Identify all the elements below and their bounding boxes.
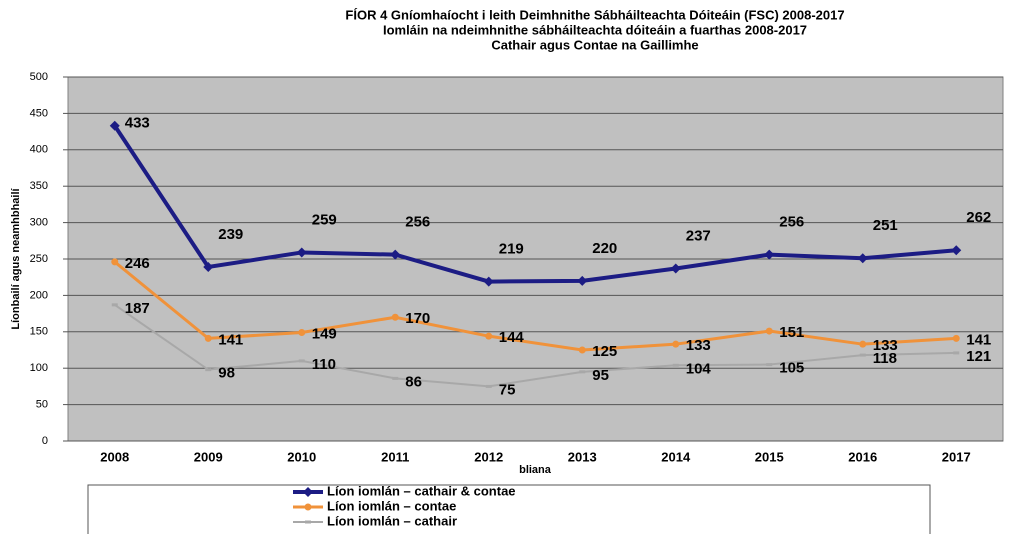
x-tick-label: 2008	[100, 449, 129, 464]
marker	[111, 258, 119, 266]
marker	[298, 329, 306, 337]
chart-subtitle: Iomláin na ndeimhnithe sábháilteachta dó…	[383, 22, 807, 37]
marker	[670, 263, 681, 274]
marker	[485, 384, 492, 388]
marker	[303, 487, 313, 497]
marker	[204, 334, 212, 342]
data-label: 141	[218, 331, 243, 348]
x-tick-label: 2015	[755, 449, 784, 464]
y-tick-label: 0	[42, 435, 48, 447]
y-axis-label: Líonbailí agus neamhbhailí	[10, 187, 22, 329]
y-tick-label: 300	[30, 217, 48, 229]
data-label: 149	[312, 325, 337, 342]
data-label: 125	[592, 343, 617, 360]
data-label: 118	[873, 350, 897, 367]
marker	[392, 376, 399, 380]
data-label: 170	[405, 310, 430, 327]
legend-label: Líon iomlán – cathair	[327, 513, 457, 528]
marker	[859, 353, 866, 357]
data-label: 187	[125, 300, 150, 317]
data-label: 75	[499, 381, 516, 398]
legend-label: Líon iomlán – cathair & contae	[327, 483, 516, 498]
data-label: 133	[686, 337, 711, 354]
marker	[298, 359, 305, 363]
marker	[390, 249, 401, 260]
series-line	[113, 124, 957, 284]
marker	[764, 249, 775, 260]
data-label: 121	[966, 348, 991, 365]
marker	[859, 340, 867, 348]
marker	[578, 346, 586, 354]
y-tick-label: 200	[30, 289, 48, 301]
data-label: 98	[218, 365, 235, 382]
y-tick-label: 500	[30, 71, 48, 83]
marker	[765, 327, 773, 335]
series-line	[113, 260, 957, 352]
y-tick-label: 250	[30, 253, 48, 265]
marker	[305, 520, 311, 524]
marker	[296, 247, 307, 258]
data-label: 141	[966, 331, 991, 348]
series-line	[114, 304, 957, 388]
data-label: 144	[499, 329, 525, 346]
marker	[304, 503, 312, 511]
y-tick-label: 350	[30, 180, 48, 192]
data-label: 256	[405, 214, 430, 231]
y-tick-label: 100	[30, 362, 48, 374]
marker	[953, 351, 960, 355]
marker	[109, 120, 120, 131]
x-tick-label: 2014	[661, 449, 691, 464]
data-label: 433	[125, 115, 150, 132]
data-label: 220	[592, 240, 617, 257]
y-tick-label: 50	[36, 399, 48, 411]
marker	[203, 262, 214, 273]
marker	[577, 275, 588, 286]
chart-subtitle: Cathair agus Contae na Gaillimhe	[491, 37, 698, 52]
data-label: 104	[686, 360, 712, 377]
marker	[766, 363, 773, 367]
data-label: 246	[125, 255, 150, 272]
data-label: 133	[873, 337, 898, 354]
marker	[205, 368, 212, 372]
y-tick-label: 400	[30, 144, 48, 156]
x-tick-label: 2011	[381, 449, 409, 464]
data-label: 239	[218, 226, 243, 243]
x-tick-label: 2012	[474, 449, 503, 464]
legend	[87, 484, 931, 534]
data-label: 151	[779, 324, 804, 341]
marker	[857, 253, 868, 264]
y-tick-label: 450	[30, 107, 48, 119]
marker	[672, 363, 679, 367]
data-label: 110	[312, 356, 336, 373]
marker	[391, 313, 399, 321]
data-label: 105	[779, 360, 804, 377]
marker	[483, 276, 494, 287]
data-label: 259	[312, 211, 337, 228]
data-label: 262	[966, 209, 991, 226]
x-tick-label: 2017	[942, 449, 971, 464]
x-tick-label: 2016	[848, 449, 877, 464]
marker	[111, 303, 118, 307]
chart-title: FÍOR 4 Gníomhaíocht i leith Deimhnithe S…	[345, 7, 844, 22]
legend-label: Líon iomlán – contae	[327, 498, 456, 513]
data-label: 251	[873, 217, 898, 234]
marker	[951, 245, 962, 256]
data-label: 95	[592, 367, 609, 384]
data-label: 219	[499, 241, 524, 258]
x-tick-label: 2010	[287, 449, 316, 464]
y-tick-label: 150	[30, 326, 48, 338]
x-tick-label: 2009	[194, 449, 223, 464]
x-axis-label: bliana	[519, 464, 552, 476]
data-label: 237	[686, 227, 711, 244]
data-label: 256	[779, 214, 804, 231]
x-tick-label: 2013	[568, 449, 597, 464]
marker	[485, 332, 493, 340]
data-label: 86	[405, 373, 422, 390]
marker	[579, 370, 586, 374]
marker	[672, 340, 680, 348]
marker	[952, 334, 960, 342]
